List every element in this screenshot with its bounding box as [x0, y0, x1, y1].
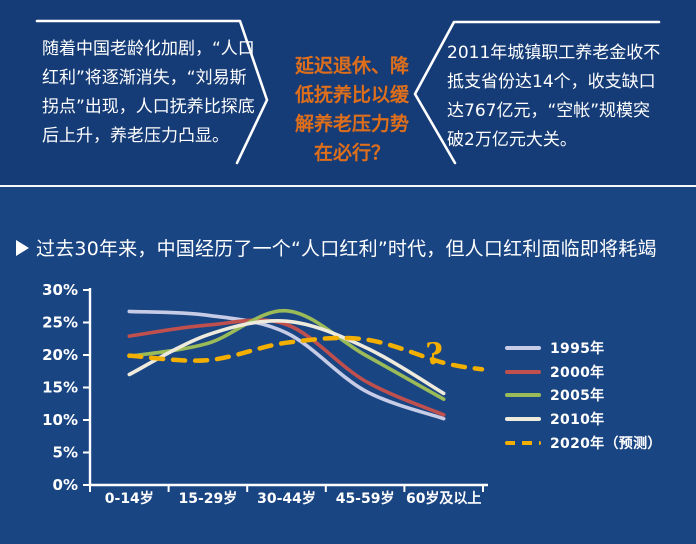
legend-row: 2005年	[505, 383, 662, 407]
population-share-chart: 0% 5% 10% 15% 20% 25% 30% 0-14岁 15-29岁 3…	[0, 280, 500, 520]
arrow-bullet-icon	[16, 239, 29, 256]
text-line: 后上升，养老压力凸显。	[42, 126, 229, 146]
chart-series-lines	[127, 308, 485, 421]
right-arrow-outline	[413, 20, 661, 165]
legend-line-swatch	[505, 369, 541, 374]
text-line: 抵支省份达14个，收支缺口	[447, 72, 656, 92]
text-line: 低抚养比以缓	[294, 84, 409, 106]
chart-line-2010年	[127, 319, 446, 396]
y-axis-label: 25%	[42, 314, 78, 332]
left-callout-text: 随着中国老龄化加剧，“人口 红利”将逐渐消失，“刘易斯 拐点”出现，人口抚养比探…	[42, 35, 255, 151]
chart-line-1995年	[127, 309, 446, 421]
x-axis-label: 15-29岁	[179, 490, 238, 507]
y-axis-label: 15%	[42, 379, 78, 397]
x-axis-ticks	[89, 485, 484, 492]
legend-label: 1995年	[550, 340, 605, 357]
text-line: 解养老压力势	[294, 113, 409, 135]
callout-outlines	[35, 19, 661, 165]
legend-line-swatch	[505, 393, 541, 398]
legend-row: 2020年（预测）	[505, 431, 662, 455]
right-callout-text: 2011年城镇职工养老金收不 抵支省份达14个，收支缺口 达767亿元，“空帐”…	[447, 39, 660, 155]
legend-line-swatch	[505, 440, 541, 445]
text-line: 拐点”出现，人口抚养比探底	[42, 97, 255, 117]
question-mark-annotation: ?	[425, 337, 443, 372]
y-axis-label: 0%	[53, 476, 78, 494]
x-axis-label: 0-14岁	[105, 490, 154, 507]
chart-line-2000年	[127, 318, 446, 417]
legend-row: 2000年	[505, 360, 662, 384]
text-line: 在必行？	[313, 142, 390, 164]
x-axis-label: 30-44岁	[257, 490, 316, 507]
y-axis-label: 30%	[42, 281, 78, 299]
legend-row: 2010年	[505, 407, 662, 431]
text-line: 达767亿元，“空帐”规模突	[447, 101, 651, 121]
left-arrow-outline	[35, 19, 269, 165]
legend-label: 2020年（预测）	[550, 435, 662, 452]
text-line: 红利”将逐渐消失，“刘易斯	[42, 68, 247, 88]
legend-label: 2000年	[550, 364, 605, 381]
chart-legend: 1995年 2000年 2005年 2010年 2020年（预测）	[505, 336, 662, 454]
section-heading: 过去30年来，中国经历了一个“人口红利”时代，但人口红利面临即将耗竭	[16, 234, 657, 261]
top-section-background	[0, 0, 696, 186]
section-heading-text: 过去30年来，中国经历了一个“人口红利”时代，但人口红利面临即将耗竭	[36, 238, 657, 260]
text-line: 随着中国老龄化加剧，“人口	[42, 39, 255, 59]
legend-row: 1995年	[505, 336, 662, 360]
text-line: 延迟退休、降	[294, 55, 409, 77]
y-axis-ticks	[83, 289, 90, 486]
legend-label: 2005年	[550, 388, 605, 405]
chart-line-2020年（预测）	[127, 335, 485, 372]
chart-plot-area: 0% 5% 10% 15% 20% 25% 30% 0-14岁 15-29岁 3…	[42, 281, 488, 507]
legend-line-swatch	[505, 416, 541, 421]
x-axis-label: 60岁及以上	[406, 490, 481, 507]
y-axis-label: 20%	[42, 346, 78, 364]
text-line: 2011年城镇职工养老金收不	[447, 43, 661, 63]
y-axis-label: 5%	[53, 444, 78, 462]
x-axis-label: 45-59岁	[336, 490, 395, 507]
legend-line-swatch	[505, 345, 541, 350]
y-axis-label: 10%	[42, 411, 78, 429]
legend-label: 2010年	[550, 411, 605, 428]
center-question-text: 延迟退休、降 低抚养比以缓 解养老压力势 在必行？	[268, 52, 436, 168]
section-divider	[0, 185, 696, 187]
chart-line-2005年	[127, 308, 446, 401]
text-line: 破2万亿元大关。	[447, 130, 577, 150]
